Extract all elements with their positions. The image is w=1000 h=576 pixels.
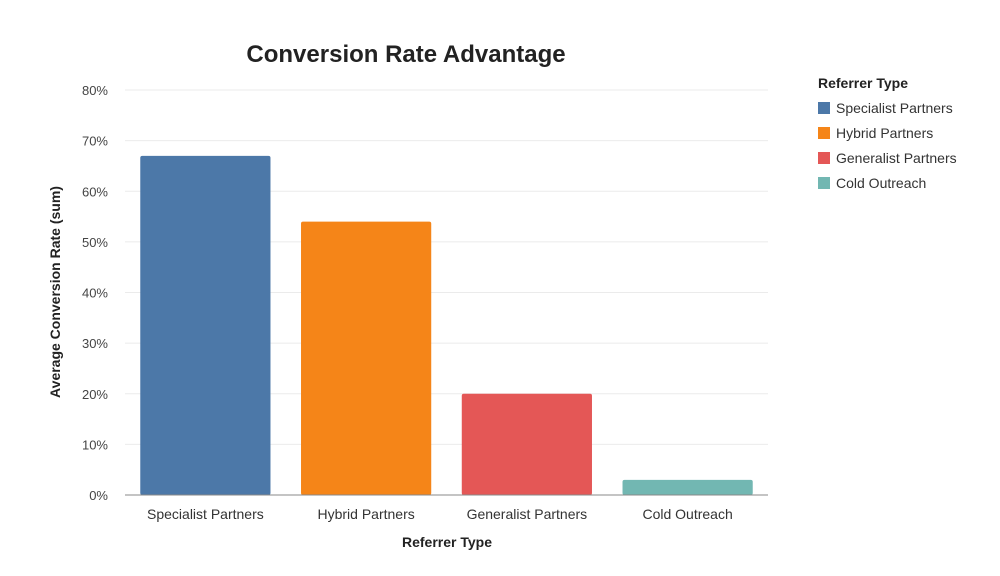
y-tick-label: 70% — [82, 134, 108, 149]
y-tick-label: 0% — [89, 488, 108, 503]
x-tick-label: Specialist Partners — [147, 506, 264, 522]
bar-generalist-partners[interactable] — [461, 393, 592, 495]
legend-swatch — [818, 177, 830, 189]
legend-swatch — [818, 152, 830, 164]
legend-item-label[interactable]: Generalist Partners — [836, 150, 957, 166]
x-axis-ticks: Specialist Partners Hybrid Partners Genera… — [147, 506, 733, 522]
legend-item-label[interactable]: Hybrid Partners — [836, 125, 933, 141]
legend-item-label[interactable]: Specialist Partners — [836, 100, 953, 116]
legend-item-label[interactable]: Cold Outreach — [836, 175, 926, 191]
x-tick-label: Cold Outreach — [642, 506, 732, 522]
bars — [140, 155, 753, 495]
y-axis-label: Average Conversion Rate (sum) — [47, 186, 63, 398]
chart-title: Conversion Rate Advantage — [246, 41, 565, 68]
bar-hybrid-partners[interactable] — [301, 221, 432, 495]
x-axis-label: Referrer Type — [402, 534, 492, 550]
legend-swatch — [818, 102, 830, 114]
x-tick-label: Hybrid Partners — [317, 506, 414, 522]
y-tick-label: 60% — [82, 184, 108, 199]
y-tick-label: 40% — [82, 286, 108, 301]
y-axis-ticks: 0% 10% 20% 30% 40% 50% 60% 70% 80% — [82, 83, 108, 503]
y-tick-label: 10% — [82, 437, 108, 452]
x-tick-label: Generalist Partners — [467, 506, 588, 522]
y-tick-label: 30% — [82, 336, 108, 351]
y-tick-label: 80% — [82, 83, 108, 98]
bar-specialist-partners[interactable] — [140, 155, 271, 495]
y-tick-label: 50% — [82, 235, 108, 250]
legend-swatch — [818, 127, 830, 139]
legend-title: Referrer Type — [818, 75, 908, 91]
y-tick-label: 20% — [82, 387, 108, 402]
legend: Referrer Type Specialist Partners Hybrid … — [818, 75, 957, 191]
bar-cold-outreach[interactable] — [622, 479, 753, 495]
